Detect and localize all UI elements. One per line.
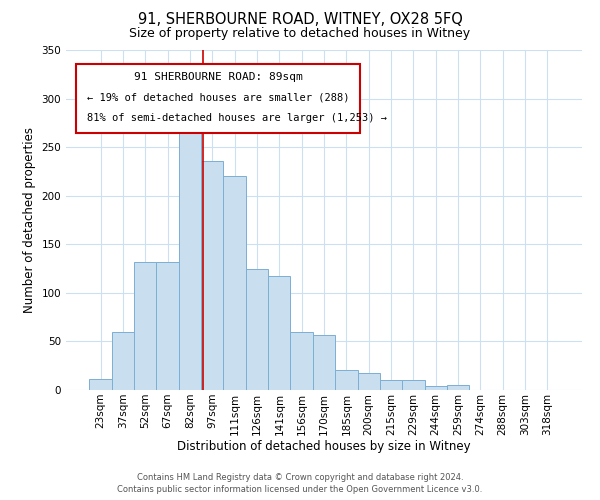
Bar [358, 372, 380, 390]
Text: 91, SHERBOURNE ROAD, WITNEY, OX28 5FQ: 91, SHERBOURNE ROAD, WITNEY, OX28 5FQ [137, 12, 463, 28]
Bar [425, 386, 447, 390]
Bar [402, 380, 425, 390]
Bar [268, 276, 290, 390]
X-axis label: Distribution of detached houses by size in Witney: Distribution of detached houses by size … [177, 440, 471, 454]
Bar [290, 332, 313, 390]
Bar [89, 380, 112, 390]
Text: Contains HM Land Registry data © Crown copyright and database right 2024.
Contai: Contains HM Land Registry data © Crown c… [118, 472, 482, 494]
Bar [223, 176, 246, 390]
Text: 81% of semi-detached houses are larger (1,253) →: 81% of semi-detached houses are larger (… [86, 113, 386, 123]
Bar [201, 160, 223, 390]
Text: ← 19% of detached houses are smaller (288): ← 19% of detached houses are smaller (28… [86, 92, 349, 102]
Bar [134, 262, 157, 390]
Text: Size of property relative to detached houses in Witney: Size of property relative to detached ho… [130, 28, 470, 40]
Bar [179, 130, 201, 390]
Bar [313, 334, 335, 390]
Y-axis label: Number of detached properties: Number of detached properties [23, 127, 36, 313]
FancyBboxPatch shape [76, 64, 360, 134]
Bar [335, 370, 358, 390]
Bar [112, 332, 134, 390]
Text: 91 SHERBOURNE ROAD: 89sqm: 91 SHERBOURNE ROAD: 89sqm [134, 72, 302, 82]
Bar [246, 268, 268, 390]
Bar [380, 380, 402, 390]
Bar [447, 385, 469, 390]
Bar [157, 262, 179, 390]
